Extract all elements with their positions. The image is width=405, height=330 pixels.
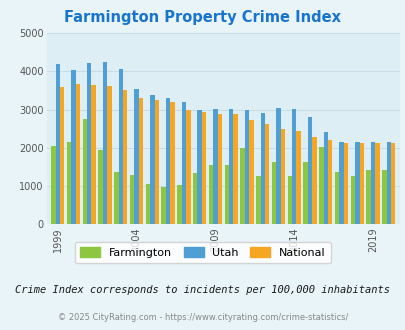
Bar — [224, 165, 228, 224]
Bar — [287, 176, 291, 224]
Text: Farmington Property Crime Index: Farmington Property Crime Index — [64, 10, 341, 25]
Bar — [228, 109, 233, 224]
Bar — [181, 102, 185, 224]
Bar — [130, 175, 134, 224]
Bar — [107, 86, 111, 224]
Bar — [114, 172, 118, 224]
Text: Crime Index corresponds to incidents per 100,000 inhabitants: Crime Index corresponds to incidents per… — [15, 285, 390, 295]
Bar — [201, 112, 206, 224]
Bar — [275, 108, 280, 224]
Bar — [192, 173, 197, 224]
Bar — [170, 102, 174, 224]
Bar — [374, 143, 379, 224]
Bar — [123, 90, 127, 224]
Bar — [91, 85, 96, 224]
Bar — [139, 98, 143, 224]
Bar — [264, 124, 269, 224]
Bar — [213, 109, 217, 224]
Bar — [60, 86, 64, 224]
Bar — [249, 120, 253, 224]
Bar — [150, 95, 154, 224]
Bar — [208, 165, 213, 224]
Bar — [350, 176, 354, 224]
Bar — [118, 69, 123, 224]
Bar — [185, 110, 190, 224]
Bar — [382, 170, 386, 224]
Bar — [327, 140, 332, 224]
Bar — [296, 131, 300, 224]
Bar — [134, 89, 139, 224]
Bar — [177, 185, 181, 224]
Bar — [145, 184, 150, 224]
Bar — [334, 172, 339, 224]
Text: © 2025 CityRating.com - https://www.cityrating.com/crime-statistics/: © 2025 CityRating.com - https://www.city… — [58, 313, 347, 322]
Bar — [311, 137, 316, 224]
Bar — [197, 110, 201, 224]
Bar — [386, 142, 390, 224]
Bar — [366, 170, 370, 224]
Bar — [370, 142, 374, 224]
Legend: Farmington, Utah, National: Farmington, Utah, National — [75, 242, 330, 263]
Bar — [339, 142, 343, 224]
Bar — [55, 64, 60, 224]
Bar — [217, 114, 222, 224]
Bar — [161, 187, 166, 224]
Bar — [71, 70, 75, 224]
Bar — [260, 114, 264, 224]
Bar — [51, 146, 55, 224]
Bar — [354, 142, 359, 224]
Bar — [244, 110, 249, 224]
Bar — [280, 129, 284, 224]
Bar — [75, 83, 80, 224]
Bar — [166, 98, 170, 224]
Bar — [154, 100, 159, 224]
Bar — [240, 148, 244, 224]
Bar — [256, 176, 260, 224]
Bar — [67, 142, 71, 224]
Bar — [271, 162, 275, 224]
Bar — [102, 62, 107, 224]
Bar — [87, 63, 91, 224]
Bar — [98, 150, 102, 224]
Bar — [359, 143, 363, 224]
Bar — [390, 143, 394, 224]
Bar — [233, 114, 237, 224]
Bar — [318, 147, 323, 224]
Bar — [303, 162, 307, 224]
Bar — [83, 119, 87, 224]
Bar — [323, 132, 327, 224]
Bar — [291, 109, 296, 224]
Bar — [343, 143, 347, 224]
Bar — [307, 117, 311, 224]
